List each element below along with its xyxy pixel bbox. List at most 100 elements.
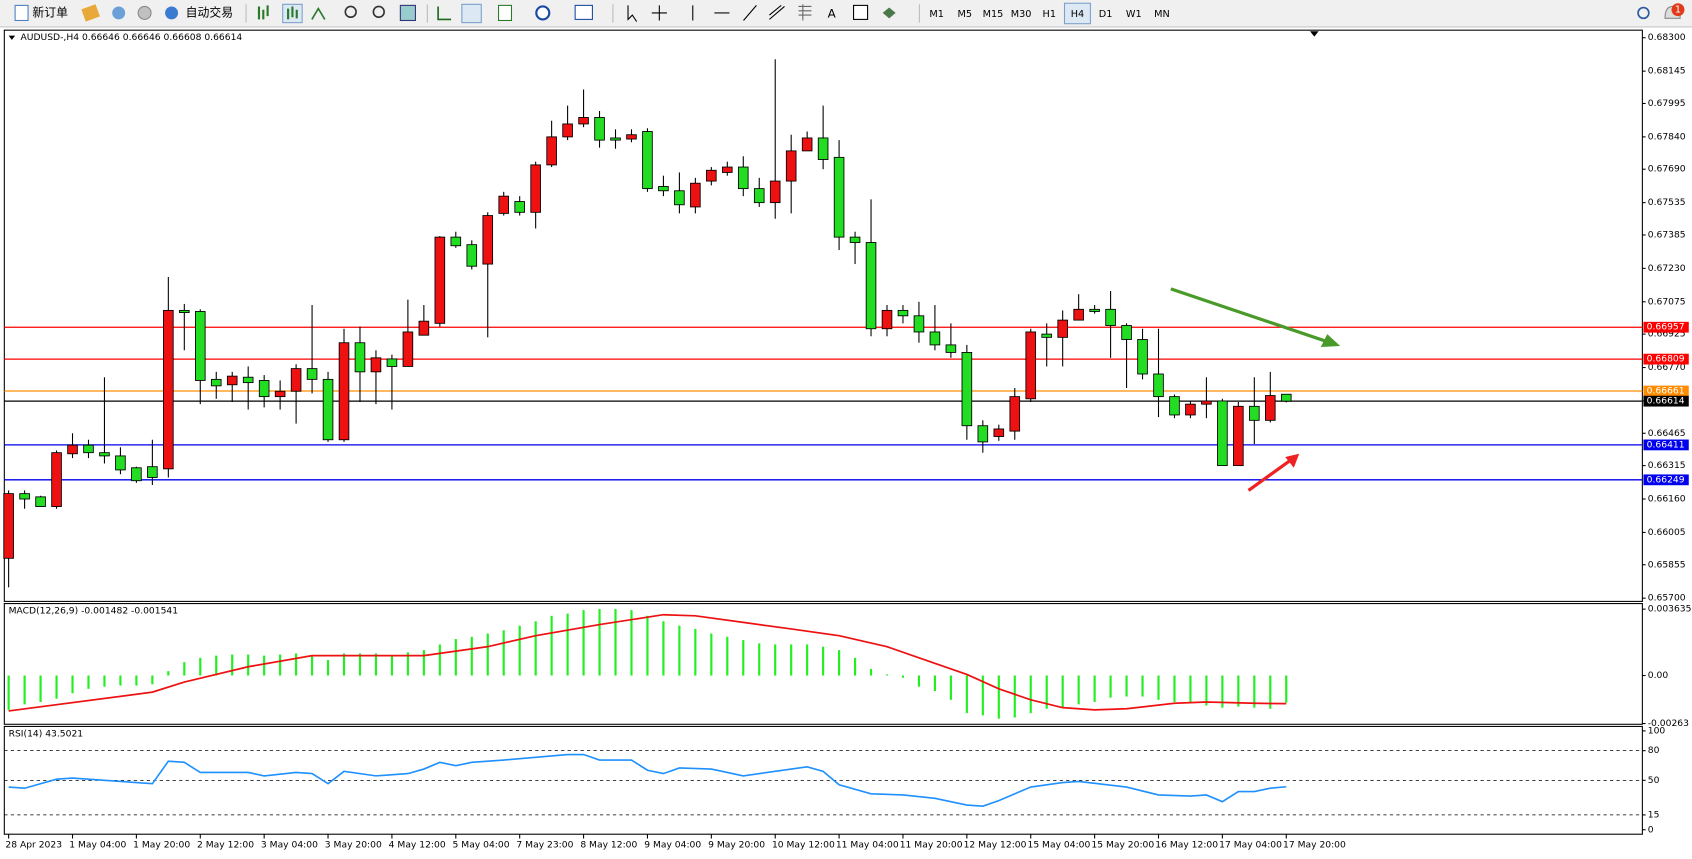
candle-body (99, 452, 110, 457)
macd-bar (901, 675, 905, 678)
candle-body (1137, 339, 1148, 375)
macd-bar (406, 652, 409, 676)
red-arrow (1247, 458, 1292, 492)
y-tick-label: 0.67385 (1648, 229, 1686, 240)
search[interactable] (1637, 6, 1650, 20)
indicators[interactable] (497, 4, 513, 22)
label-tool[interactable] (853, 4, 869, 20)
templates[interactable] (574, 4, 593, 20)
macd-bar (822, 646, 825, 676)
symbol-marker (8, 35, 16, 40)
macd-bar (1029, 675, 1032, 714)
macd-bar (838, 650, 841, 676)
icon[interactable] (81, 4, 100, 22)
button-label: 自动交易 (186, 5, 233, 19)
macd-bar (997, 675, 1000, 719)
timeframe[interactable]: M5 (958, 9, 973, 20)
candle-body (817, 137, 829, 160)
timeframe[interactable]: M15 (983, 9, 1004, 20)
candle-body (1073, 308, 1084, 321)
timeframe[interactable]: H4 (1071, 9, 1084, 20)
line-icon[interactable] (311, 7, 326, 20)
candle-body (578, 117, 589, 125)
periods[interactable] (535, 5, 551, 21)
icon (287, 6, 298, 20)
timeframe[interactable]: MN (1154, 9, 1170, 20)
macd-bar (486, 633, 489, 676)
candle-body (3, 493, 14, 559)
new-order-button[interactable]: 新订单 (14, 4, 68, 22)
macd-bar (1157, 675, 1160, 700)
candle-body (929, 331, 941, 346)
candle-body (753, 188, 765, 204)
level-label: 0.66411 (1647, 439, 1685, 450)
candle-body (562, 123, 573, 138)
cursor[interactable] (627, 5, 638, 22)
candle-body (1201, 400, 1212, 405)
fibo[interactable] (798, 4, 812, 21)
timeframe[interactable]: M1 (929, 9, 944, 20)
level-label: 0.66661 (1647, 386, 1685, 397)
timeframe[interactable]: D1 (1099, 9, 1113, 20)
macd-bar (71, 675, 74, 694)
autoscroll[interactable] (437, 6, 452, 21)
bar-chart-icon[interactable] (257, 5, 269, 20)
candle-body (83, 444, 94, 454)
timeframe[interactable]: H1 (1043, 9, 1056, 20)
active-timeframe (1063, 2, 1091, 25)
badge-count: 1 (1675, 5, 1681, 16)
icon (165, 6, 179, 20)
macd-bar (949, 675, 952, 700)
candle-body (706, 169, 717, 182)
toolbar-bg (0, 0, 1692, 27)
timeframe[interactable]: W1 (1126, 9, 1142, 20)
channel[interactable] (769, 4, 785, 20)
x-tick-label: 8 May 12:00 (580, 839, 637, 850)
tile-icon[interactable] (399, 4, 416, 22)
macd-bar (1125, 675, 1128, 697)
candle-body (386, 358, 398, 367)
macd-bar (1253, 675, 1256, 708)
zoom-out[interactable] (372, 5, 385, 19)
macd-bar (358, 653, 362, 676)
macd-bar (1237, 675, 1240, 707)
macd-bar (885, 674, 889, 676)
y-tick-label: 0.68300 (1648, 32, 1686, 43)
icon[interactable] (112, 6, 126, 20)
crosshair[interactable] (651, 5, 667, 21)
candle-body (626, 134, 637, 140)
candle-body (1025, 331, 1037, 400)
candle-body (163, 309, 174, 470)
macd-bar (231, 654, 234, 676)
macd-bar (310, 655, 314, 676)
timeframe[interactable]: M30 (1011, 9, 1032, 20)
trendline[interactable] (743, 5, 757, 21)
macd-bar (710, 633, 713, 676)
toolbar: 新订单 自动交易 A M1 M5 M15 M30 H1 H (0, 0, 1692, 28)
auto-trading-button[interactable]: 自动交易 (165, 5, 233, 19)
macd-bar (326, 659, 330, 676)
candle-body (881, 309, 893, 330)
shift-icon[interactable] (461, 3, 482, 24)
arrows-tool[interactable] (882, 7, 896, 19)
x-tick-label: 28 Apr 2023 (5, 839, 62, 850)
level-label-bg (1643, 474, 1689, 486)
candle-body (514, 201, 525, 213)
text-tool[interactable]: A (828, 7, 837, 21)
candle-body (1265, 395, 1276, 421)
macd-bar (933, 675, 936, 692)
candle-body (785, 150, 797, 182)
candle-body (1009, 396, 1021, 432)
icon[interactable] (137, 5, 152, 20)
y-tick-label: 100 (1648, 725, 1666, 736)
y-tick-label: -0.00263 (1648, 718, 1689, 729)
y-tick-label: 0.00 (1648, 670, 1669, 681)
notifications[interactable]: 1 (1664, 3, 1685, 19)
macd-signal (8, 613, 1287, 712)
y-tick-label: 0.66770 (1648, 362, 1686, 373)
red-arrowhead (1285, 453, 1300, 468)
macd-bar (470, 636, 473, 676)
zoom-in[interactable] (344, 5, 357, 19)
candle-body (67, 444, 78, 455)
